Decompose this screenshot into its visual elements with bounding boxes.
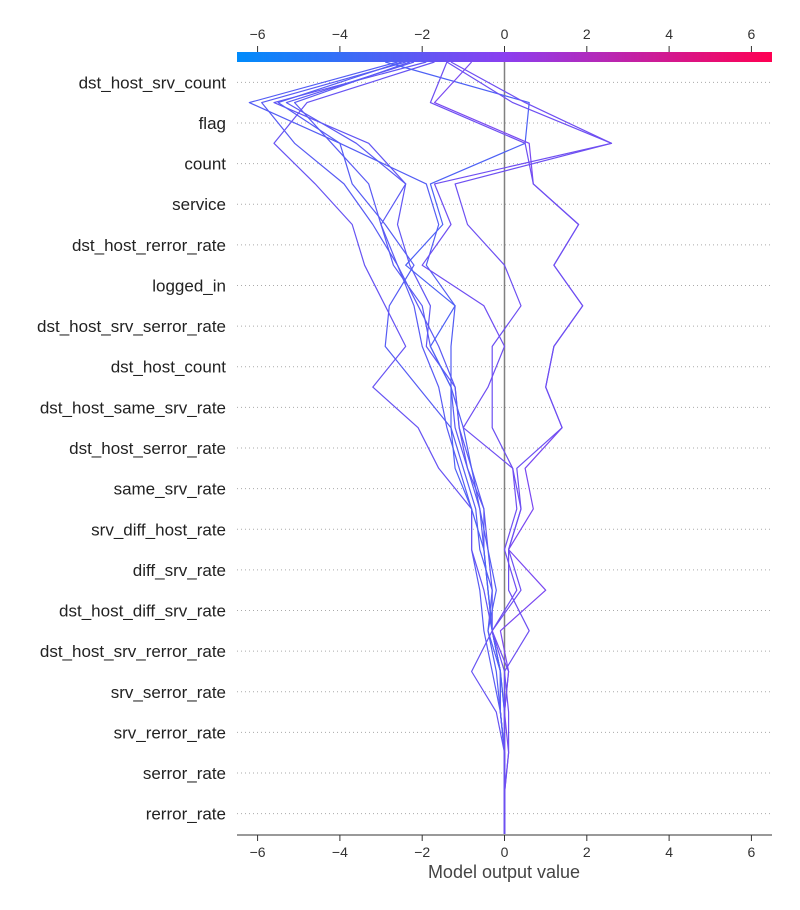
tick-label-bottom: 2 <box>583 844 591 860</box>
feature-label: dst_host_srv_count <box>79 73 227 92</box>
decision-line-7 <box>273 61 506 834</box>
feature-label: dst_host_diff_srv_rate <box>59 602 226 621</box>
feature-label: dst_host_srv_serror_rate <box>37 317 226 336</box>
feature-axis: rerror_rate serror_rate srv_rerror_rate srv… <box>37 73 226 823</box>
x-axis-top: −6 −4 −2 0 2 4 6 <box>250 26 756 52</box>
tick-label-top: 4 <box>665 26 673 42</box>
colorbar <box>237 52 772 62</box>
tick-label-top: 2 <box>583 26 591 42</box>
tick-label-top: −4 <box>332 26 348 42</box>
tick-label-bottom: −6 <box>250 844 266 860</box>
feature-label: diff_srv_rate <box>133 561 226 580</box>
tick-label-bottom: −4 <box>332 844 348 860</box>
x-axis-bottom: −6 −4 −2 0 2 4 6 <box>237 834 772 860</box>
feature-label: srv_diff_host_rate <box>91 520 226 539</box>
tick-label-top: 6 <box>748 26 756 42</box>
x-axis-title: Model output value <box>428 862 580 882</box>
feature-label: logged_in <box>152 276 226 295</box>
tick-label-bottom: −2 <box>414 844 430 860</box>
feature-label: srv_rerror_rate <box>114 723 226 742</box>
decision-line-6 <box>277 61 506 834</box>
feature-label: dst_host_srv_rerror_rate <box>40 642 226 661</box>
decision-line-5 <box>261 61 506 834</box>
feature-label: rerror_rate <box>146 805 226 824</box>
tick-label-bottom: 4 <box>665 844 673 860</box>
feature-label: flag <box>199 114 226 133</box>
decision-line-2 <box>285 61 506 834</box>
series-lines <box>248 61 613 834</box>
decision-line-11 <box>446 61 613 834</box>
decision-line-3 <box>248 61 506 834</box>
feature-label: same_srv_rate <box>114 480 226 499</box>
feature-label: dst_host_count <box>111 358 227 377</box>
decision-line-8 <box>385 61 530 834</box>
feature-label: dst_host_same_srv_rate <box>40 398 226 417</box>
decision-line-12 <box>421 61 613 834</box>
tick-label-top: 0 <box>501 26 509 42</box>
tick-label-bottom: 6 <box>748 844 756 860</box>
feature-label: srv_serror_rate <box>111 683 226 702</box>
feature-label: service <box>172 195 226 214</box>
decision-line-10 <box>429 61 584 834</box>
tick-label-top: −2 <box>414 26 430 42</box>
feature-label: dst_host_rerror_rate <box>72 236 226 255</box>
feature-label: serror_rate <box>143 764 226 783</box>
feature-label: dst_host_serror_rate <box>69 439 226 458</box>
tick-label-bottom: 0 <box>501 844 509 860</box>
feature-label: count <box>184 155 226 174</box>
tick-label-top: −6 <box>250 26 266 42</box>
